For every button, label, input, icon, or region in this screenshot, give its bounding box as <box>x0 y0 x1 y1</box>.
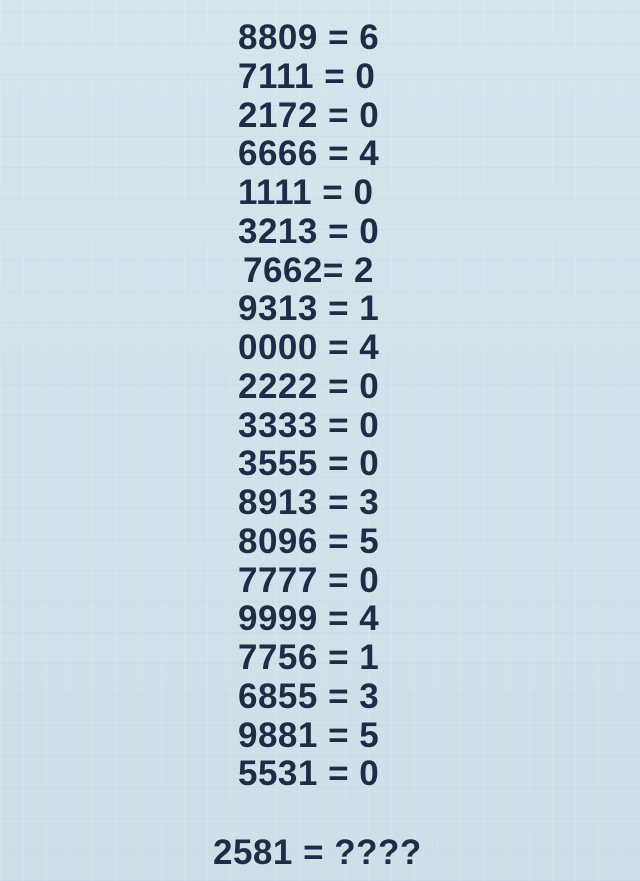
equation: 8096 = 5 <box>238 521 380 561</box>
equation-list: 8809 = 6 7111 = 0 2172 = 0 6666 = 4 1111… <box>238 18 380 794</box>
equation: 7777 = 0 <box>238 560 380 600</box>
equation: 7756 = 1 <box>238 638 380 677</box>
equation: 3333 = 0 <box>238 405 380 445</box>
equation: 7111 = 0 <box>238 56 376 96</box>
equation: 5531 = 0 <box>238 754 380 794</box>
equation: 6666 = 4 <box>238 134 380 174</box>
equation: 2222 = 0 <box>238 366 380 406</box>
equation: 1111 = 0 <box>238 173 374 212</box>
equation: 7662= 2 <box>243 250 374 290</box>
equation: 8913 = 3 <box>238 483 380 522</box>
equation: 9313 = 1 <box>238 289 380 329</box>
equation: 3555 = 0 <box>238 444 380 484</box>
equation: 0000 = 4 <box>238 328 380 367</box>
equation: 6855 = 3 <box>238 676 380 716</box>
equation: 8809 = 6 <box>238 18 380 57</box>
equation: 9881 = 5 <box>238 715 380 755</box>
equation: 9999 = 4 <box>238 599 380 639</box>
equation: 3213 = 0 <box>238 211 380 251</box>
question-equation: 2581 = ???? <box>213 833 422 872</box>
equation: 2172 = 0 <box>238 95 380 135</box>
